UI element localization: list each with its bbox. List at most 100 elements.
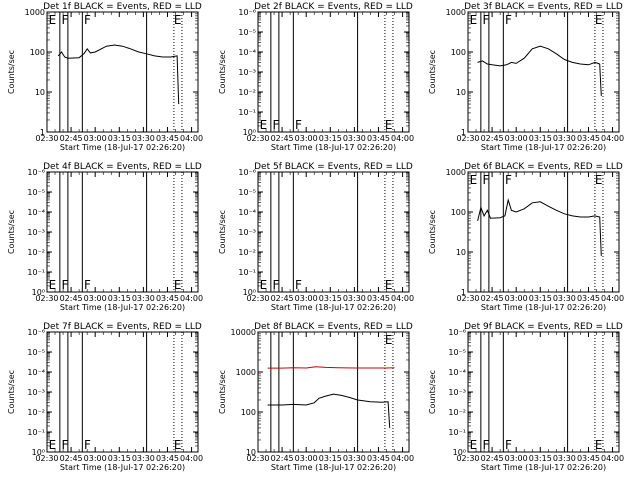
y-tick-label: 10⁻¹ xyxy=(238,268,256,277)
y-tick-label: 10 xyxy=(246,448,256,457)
x-tick-label: 04:00 xyxy=(180,454,203,463)
event-marker-e: E xyxy=(595,173,603,187)
panel-title: Det 2f BLACK = Events, RED = LLD xyxy=(254,2,413,12)
y-tick-label: 10⁻⁶ xyxy=(27,328,45,337)
y-tick-label: 10 xyxy=(456,248,466,257)
y-axis-label: Counts/sec xyxy=(428,370,437,414)
y-tick-label: 10⁻⁵ xyxy=(27,188,45,197)
y-tick-label: 10⁰ xyxy=(32,288,45,297)
x-tick-label: 03:30 xyxy=(132,134,155,143)
y-tick-label: 10 xyxy=(35,88,45,97)
event-marker-f: F xyxy=(295,118,302,132)
y-axis-label: Counts/sec xyxy=(428,50,437,94)
y-axis-label: Counts/sec xyxy=(7,50,16,94)
panel-title: Det 7f BLACK = Events, RED = LLD xyxy=(43,322,202,332)
x-tick-label: 02:45 xyxy=(271,134,294,143)
panel-title: Det 6f BLACK = Events, RED = LLD xyxy=(464,162,623,172)
y-axis-label: Counts/sec xyxy=(218,210,227,254)
y-axis-label: Counts/sec xyxy=(218,370,227,414)
y-axis-label: Counts/sec xyxy=(428,210,437,254)
x-axis-label: Start Time (18-Jul-17 02:26:20) xyxy=(271,303,396,312)
x-tick-label: 03:00 xyxy=(295,294,318,303)
x-tick-label: 03:00 xyxy=(295,134,318,143)
y-tick-label: 10⁻² xyxy=(238,248,256,257)
x-axis-label: Start Time (18-Jul-17 02:26:20) xyxy=(60,303,185,312)
panel-title: Det 9f BLACK = Events, RED = LLD xyxy=(464,322,623,332)
panel-title: Det 8f BLACK = Events, RED = LLD xyxy=(254,322,413,332)
y-tick-label: 10⁰ xyxy=(32,448,45,457)
y-tick-label: 1 xyxy=(40,128,45,137)
x-axis-label: Start Time (18-Jul-17 02:26:20) xyxy=(481,303,606,312)
event-marker-f: F xyxy=(505,438,512,452)
panel-det-1: Det 1f BLACK = Events, RED = LLD 1 10 100 10… xyxy=(7,2,203,152)
x-tick-label: 03:00 xyxy=(84,294,107,303)
event-marker-f: F xyxy=(482,13,489,27)
x-axis-label: Start Time (18-Jul-17 02:26:20) xyxy=(271,143,396,152)
x-tick-label: 03:00 xyxy=(505,134,528,143)
panel-det-7: Det 7f BLACK = Events, RED = LLD 10⁰ 10⁻¹ 1… xyxy=(7,322,203,472)
x-tick-label: 02:45 xyxy=(60,294,83,303)
y-tick-label: 10 xyxy=(456,88,466,97)
event-marker-f: F xyxy=(295,278,302,292)
x-tick-label: 03:00 xyxy=(84,454,107,463)
y-tick-label: 100 xyxy=(451,48,466,57)
panel-det-4: Det 4f BLACK = Events, RED = LLD 10⁰ 10⁻¹ 1… xyxy=(7,162,203,312)
x-tick-label: 03:15 xyxy=(529,134,552,143)
x-tick-label: 02:30 xyxy=(35,134,58,143)
y-tick-label: 1000 xyxy=(446,168,466,177)
x-tick-label: 03:15 xyxy=(319,134,342,143)
x-tick-label: 04:00 xyxy=(391,294,414,303)
panel-det-8: Det 8f BLACK = Events, RED = LLD 10 100 100… xyxy=(218,322,414,472)
y-tick-label: 10⁻⁴ xyxy=(448,368,466,377)
event-marker-f: F xyxy=(61,278,68,292)
y-tick-label: 10⁻⁵ xyxy=(448,348,466,357)
event-marker-e: E xyxy=(595,13,603,27)
y-axis-label: Counts/sec xyxy=(218,50,227,94)
y-tick-label: 10⁻² xyxy=(27,408,45,417)
panel-title: Det 4f BLACK = Events, RED = LLD xyxy=(43,162,202,172)
series-events-black xyxy=(267,393,391,428)
y-tick-label: 10⁻² xyxy=(448,408,466,417)
x-axis-label: Start Time (18-Jul-17 02:26:20) xyxy=(481,143,606,152)
x-tick-label: 02:30 xyxy=(456,454,479,463)
event-marker-f: F xyxy=(84,278,91,292)
x-tick-label: 03:30 xyxy=(132,454,155,463)
x-tick-label: 02:45 xyxy=(60,134,83,143)
x-tick-label: 02:45 xyxy=(60,454,83,463)
y-tick-label: 10⁻¹ xyxy=(27,268,45,277)
panel-det-3: Det 3f BLACK = Events, RED = LLD 1 10 100 10… xyxy=(428,2,624,152)
event-marker-f: F xyxy=(272,278,279,292)
y-axis-label: Counts/sec xyxy=(7,370,16,414)
event-marker-f: F xyxy=(482,438,489,452)
x-tick-label: 02:45 xyxy=(481,294,504,303)
event-marker-e: E xyxy=(385,278,393,292)
x-tick-label: 03:15 xyxy=(108,134,131,143)
panel-title: Det 1f BLACK = Events, RED = LLD xyxy=(43,2,202,12)
series-events-black xyxy=(57,44,180,105)
x-tick-label: 02:30 xyxy=(246,134,269,143)
x-tick-label: 02:45 xyxy=(481,134,504,143)
event-marker-e: E xyxy=(595,438,603,452)
x-tick-label: 04:00 xyxy=(601,294,624,303)
event-marker-e: E xyxy=(385,333,393,347)
series-events-black xyxy=(477,198,602,256)
event-marker-e: E xyxy=(385,118,393,132)
x-tick-label: 02:30 xyxy=(456,134,479,143)
y-tick-label: 10⁻⁵ xyxy=(27,348,45,357)
y-tick-label: 100 xyxy=(451,208,466,217)
y-tick-label: 10⁻¹ xyxy=(27,428,45,437)
y-tick-label: 10⁻³ xyxy=(238,68,256,77)
y-tick-label: 10⁻⁶ xyxy=(238,168,256,177)
event-marker-e: E xyxy=(260,118,268,132)
plot-frame xyxy=(467,11,620,133)
x-tick-label: 02:30 xyxy=(35,454,58,463)
x-tick-label: 02:30 xyxy=(35,294,58,303)
event-marker-e: E xyxy=(49,13,57,27)
y-tick-label: 10⁻⁴ xyxy=(27,208,45,217)
x-tick-label: 03:30 xyxy=(553,294,576,303)
x-tick-label: 02:45 xyxy=(271,454,294,463)
x-tick-label: 02:45 xyxy=(271,294,294,303)
panel-det-2: Det 2f BLACK = Events, RED = LLD 10⁰ 10⁻¹ 1… xyxy=(218,2,414,152)
x-tick-label: 02:30 xyxy=(246,294,269,303)
